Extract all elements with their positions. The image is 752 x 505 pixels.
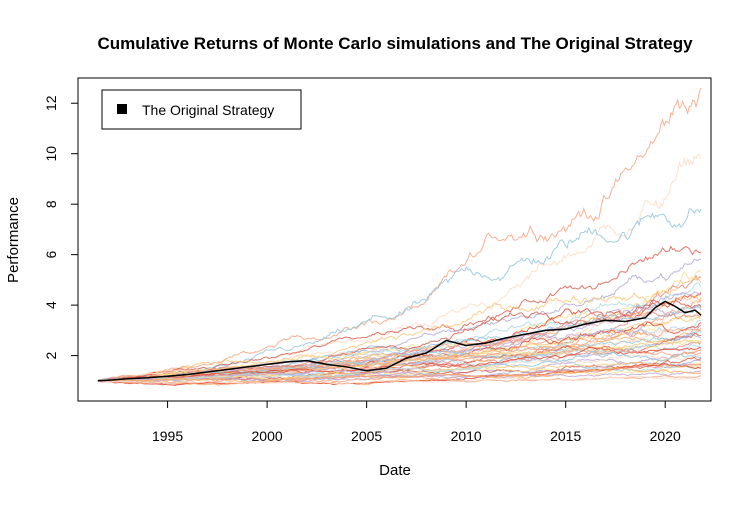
x-axis-label: Date bbox=[379, 462, 411, 479]
simulation-lines bbox=[97, 87, 702, 386]
x-tick-label: 2015 bbox=[550, 428, 581, 444]
chart-title: Cumulative Returns of Monte Carlo simula… bbox=[97, 34, 693, 53]
simulation-line bbox=[97, 277, 702, 382]
y-tick-label: 6 bbox=[43, 251, 59, 259]
simulation-line bbox=[97, 153, 702, 382]
simulation-line bbox=[97, 245, 702, 382]
y-tick-label: 8 bbox=[43, 200, 59, 208]
x-tick-label: 2010 bbox=[451, 428, 482, 444]
y-axis-label: Performance bbox=[5, 197, 22, 283]
legend-swatch bbox=[117, 104, 127, 114]
original-strategy-line bbox=[97, 300, 702, 382]
x-axis: 1995 2000 2005 2010 2015 2020 bbox=[152, 400, 681, 444]
legend: The Original Strategy bbox=[101, 89, 302, 130]
simulation-line bbox=[97, 329, 702, 382]
x-tick-label: 2005 bbox=[351, 428, 382, 444]
y-axis: 2 4 6 8 10 12 bbox=[43, 95, 79, 359]
legend-label-original-strategy: The Original Strategy bbox=[142, 102, 274, 118]
simulation-line bbox=[97, 87, 702, 382]
x-tick-label: 2020 bbox=[650, 428, 681, 444]
simulation-line bbox=[97, 375, 702, 385]
original-strategy-series bbox=[97, 300, 702, 382]
y-tick-label: 4 bbox=[43, 301, 59, 309]
legend-box bbox=[101, 89, 302, 130]
simulation-line bbox=[97, 362, 702, 383]
simulation-line bbox=[97, 367, 702, 384]
y-tick-label: 10 bbox=[43, 146, 59, 162]
simulation-line bbox=[97, 375, 702, 386]
y-tick-label: 2 bbox=[43, 351, 59, 359]
x-tick-label: 1995 bbox=[152, 428, 183, 444]
simulation-line bbox=[97, 367, 702, 382]
y-tick-label: 12 bbox=[43, 95, 59, 111]
x-tick-label: 2000 bbox=[252, 428, 283, 444]
simulation-line bbox=[97, 361, 702, 384]
